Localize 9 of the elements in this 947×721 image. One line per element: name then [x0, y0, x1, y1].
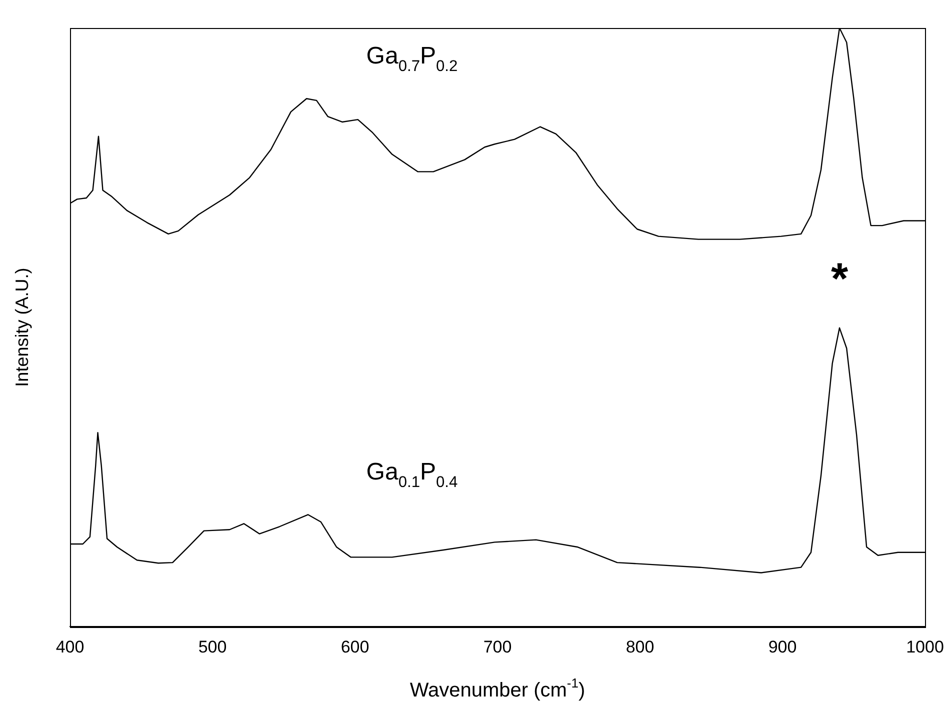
x-tick-label: 500	[198, 637, 227, 656]
x-tick-label: 700	[483, 637, 512, 656]
x-tick-label: 900	[768, 637, 797, 656]
x-tick-label: 600	[340, 637, 370, 656]
x-tick-label: 400	[56, 637, 84, 656]
y-axis-title: Intensity (A.U.)	[12, 268, 32, 387]
x-tick-label: 800	[626, 637, 654, 656]
annotation: *	[830, 254, 849, 304]
x-tick-label: 1000	[906, 637, 944, 656]
